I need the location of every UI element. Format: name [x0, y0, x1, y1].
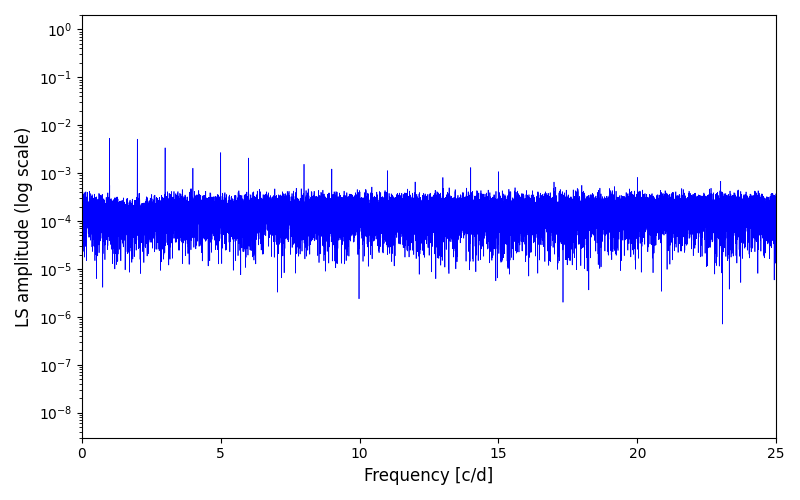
Y-axis label: LS amplitude (log scale): LS amplitude (log scale) — [15, 126, 33, 326]
X-axis label: Frequency [c/d]: Frequency [c/d] — [364, 467, 494, 485]
